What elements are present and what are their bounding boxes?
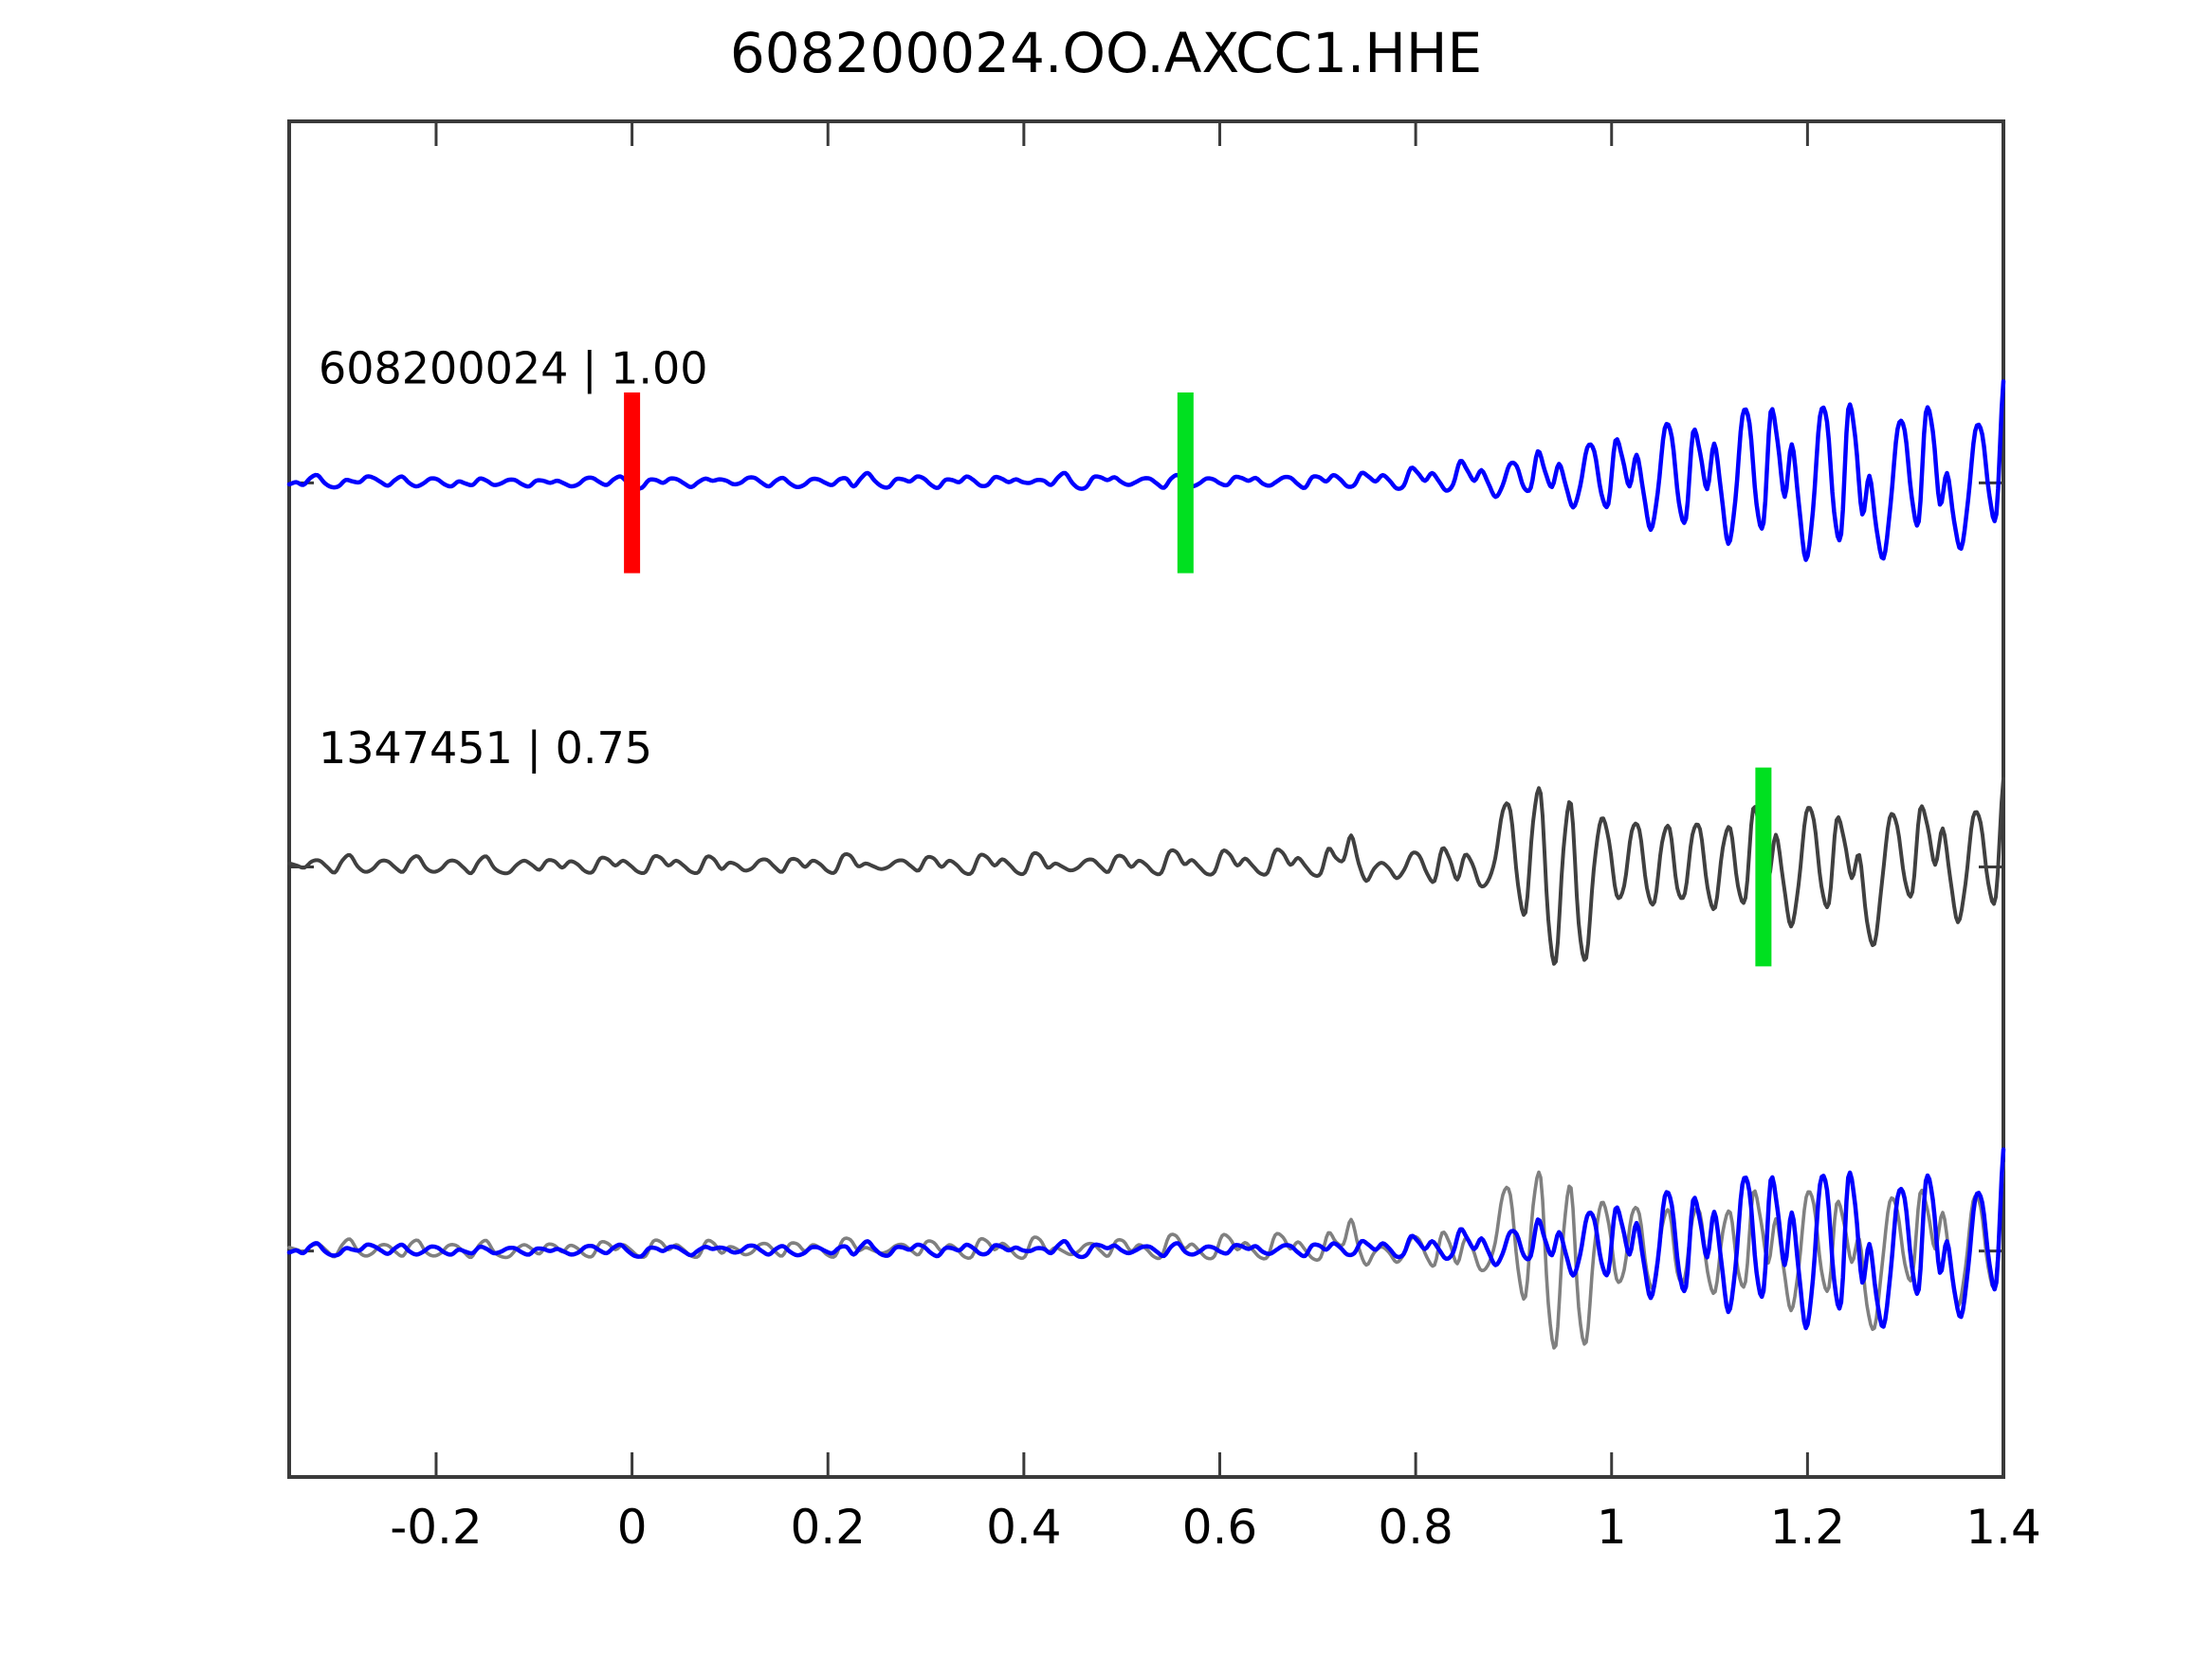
x-tick-label: 0.2 xyxy=(790,1500,866,1555)
x-tick-label: 0.4 xyxy=(986,1500,1062,1555)
x-tick-label: 0.8 xyxy=(1378,1500,1453,1555)
y-axis-ticks xyxy=(289,119,2003,1253)
x-axis-tick-labels: -0.2 0 0.2 0.4 0.6 0.8 1 1.2 1.4 xyxy=(390,1500,2041,1555)
x-axis-ticks xyxy=(434,121,2005,1477)
x-tick-label: 1.4 xyxy=(1965,1500,2041,1555)
trace-labels: 608200024 | 1.00 1347451 | 0.75 xyxy=(319,342,708,774)
waveform-template-trace xyxy=(286,378,2006,562)
x-tick-label: 0 xyxy=(617,1500,648,1555)
x-tick-label: 0.6 xyxy=(1182,1500,1258,1555)
x-tick-label: -0.2 xyxy=(390,1500,483,1555)
waveform-event-trace xyxy=(287,776,2005,966)
x-tick-label: 1.2 xyxy=(1770,1500,1846,1555)
pick-markers xyxy=(624,392,1772,967)
x-tick-label: 1 xyxy=(1597,1500,1627,1555)
waveform-template-trace-blue xyxy=(286,1147,2006,1331)
page-title: 608200024.OO.AXCC1.HHE xyxy=(729,21,1483,85)
waveform-event-trace-gray xyxy=(287,1160,2005,1350)
waveform-traces xyxy=(286,378,2006,1350)
trace-label-event-trace: 1347451 | 0.75 xyxy=(319,722,652,775)
trace-label-template-trace: 608200024 | 1.00 xyxy=(319,342,708,394)
